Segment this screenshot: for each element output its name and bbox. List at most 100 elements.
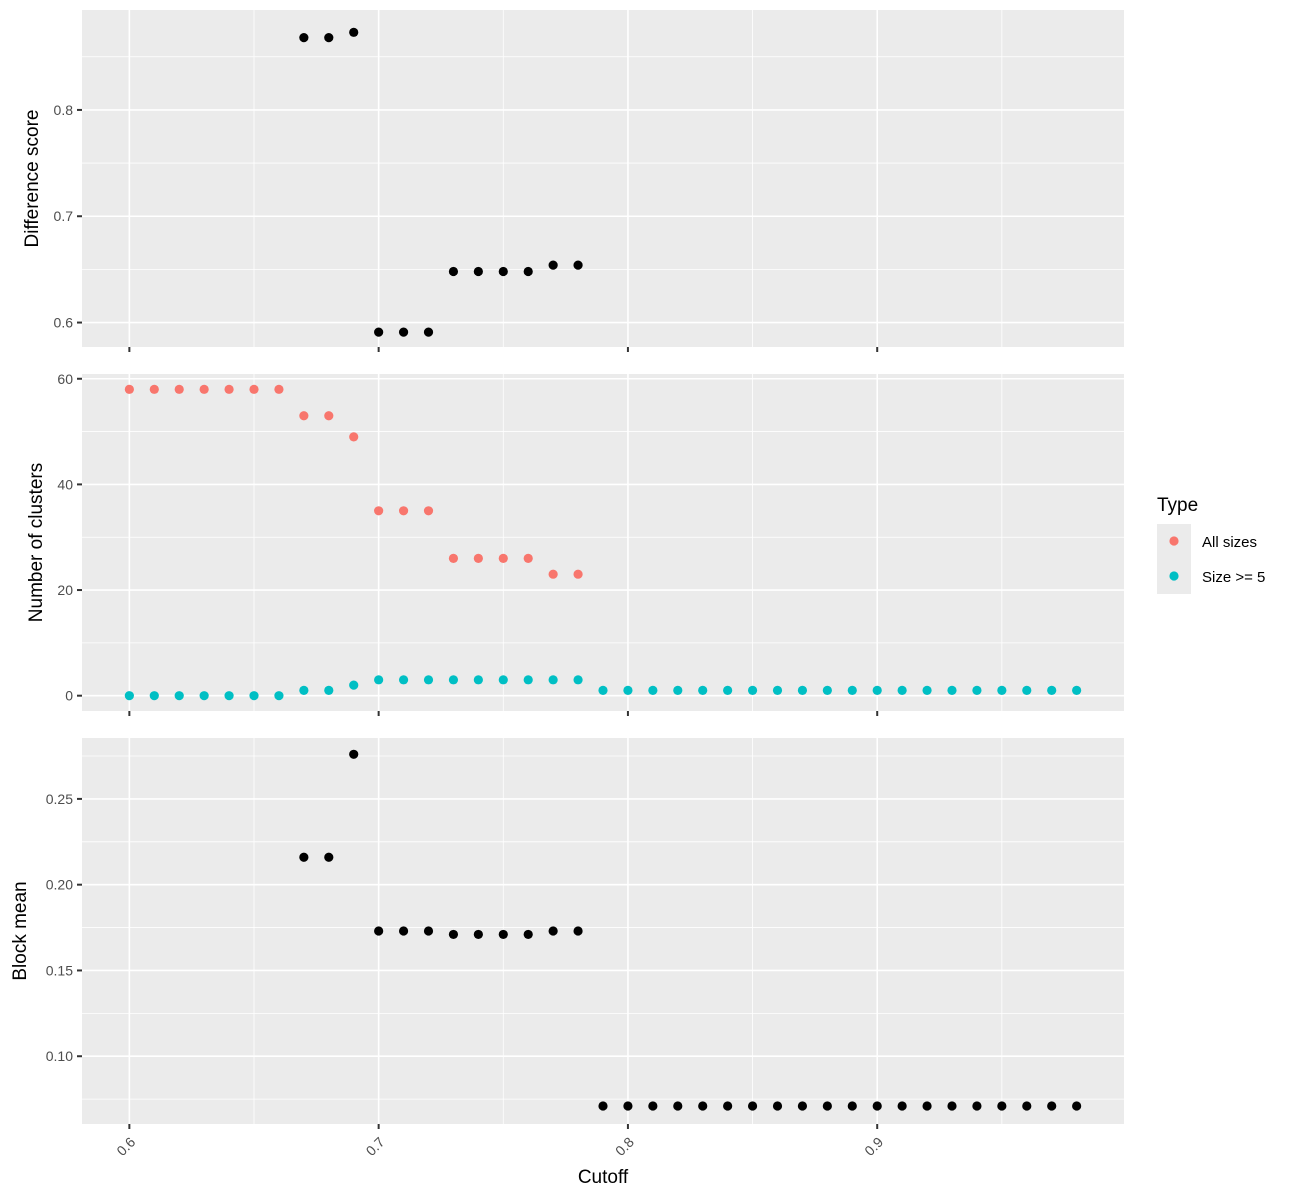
data-point xyxy=(324,685,334,695)
data-point xyxy=(723,685,733,695)
data-point xyxy=(249,691,259,701)
data-point xyxy=(224,691,234,701)
data-point xyxy=(174,691,184,701)
data-point xyxy=(772,685,783,695)
y-tick-label: 60 xyxy=(57,371,73,387)
data-point xyxy=(349,432,359,442)
data-point xyxy=(573,675,583,685)
data-point xyxy=(822,685,832,695)
data-point xyxy=(947,685,957,695)
panel-background xyxy=(82,10,1124,347)
y-tick-label: 0.8 xyxy=(54,102,74,118)
data-point xyxy=(947,1101,957,1111)
data-point xyxy=(648,685,658,695)
data-point xyxy=(897,1101,907,1111)
y-tick-label: 40 xyxy=(57,476,73,492)
data-point xyxy=(822,1101,832,1111)
data-point xyxy=(922,1101,932,1111)
data-point xyxy=(872,1101,882,1111)
data-point xyxy=(922,685,932,695)
data-point xyxy=(448,675,459,685)
data-point xyxy=(498,553,508,563)
legend-label-size-5: Size >= 5 xyxy=(1202,569,1265,586)
data-point xyxy=(548,926,558,936)
data-point xyxy=(972,685,982,695)
data-point xyxy=(299,33,309,43)
data-point xyxy=(698,685,708,695)
data-point xyxy=(473,553,483,563)
chart-panels: 0.6 0.7 0.8 Difference score 0 20 40 60 Number o… xyxy=(10,10,1124,1188)
data-point xyxy=(1072,1101,1082,1111)
data-point xyxy=(423,327,434,337)
y-axis-title: Difference score xyxy=(22,110,43,248)
y-tick-label: 0.10 xyxy=(46,1048,73,1064)
data-point xyxy=(124,691,134,701)
data-point xyxy=(224,384,234,394)
data-point xyxy=(623,685,633,695)
data-point xyxy=(199,691,209,701)
top-panel: 0.6 0.7 0.8 Difference score xyxy=(22,10,1124,352)
data-point xyxy=(249,384,259,394)
data-point xyxy=(398,926,409,936)
x-tick-label: 0.7 xyxy=(363,1134,388,1159)
data-point xyxy=(548,260,558,270)
data-point xyxy=(423,506,434,516)
data-point xyxy=(448,929,459,940)
data-point xyxy=(1047,1101,1057,1111)
data-point xyxy=(872,685,882,695)
data-point xyxy=(374,327,384,337)
data-point xyxy=(1047,685,1057,695)
data-point xyxy=(997,1101,1007,1111)
data-point xyxy=(598,1101,608,1111)
data-point xyxy=(723,1101,733,1111)
data-point xyxy=(374,926,384,936)
data-point xyxy=(648,1101,658,1111)
series xyxy=(299,27,583,337)
data-point xyxy=(1072,685,1082,695)
data-point xyxy=(149,691,159,701)
data-point xyxy=(797,1101,808,1111)
data-point xyxy=(747,1101,758,1111)
data-point xyxy=(523,553,533,563)
data-point xyxy=(274,691,284,701)
data-point xyxy=(174,384,184,394)
x-axis-title: Cutoff xyxy=(578,1167,629,1188)
data-point xyxy=(349,27,359,37)
data-point xyxy=(448,553,459,563)
data-point xyxy=(1022,685,1032,695)
y-tick-label: 0 xyxy=(65,688,73,704)
y-axis-title: Block mean xyxy=(10,881,31,980)
data-point xyxy=(124,384,134,394)
legend-key-size-5 xyxy=(1169,571,1179,581)
data-point xyxy=(473,675,483,685)
data-point xyxy=(324,411,334,421)
data-point xyxy=(747,685,758,695)
data-point xyxy=(398,675,409,685)
data-point xyxy=(997,685,1007,695)
panel-background xyxy=(82,738,1124,1124)
data-point xyxy=(149,384,159,394)
data-point xyxy=(523,266,533,277)
data-point xyxy=(972,1101,982,1111)
data-point xyxy=(349,680,359,690)
data-point xyxy=(299,852,309,862)
bottom-panel: 0.10 0.15 0.20 0.25 0.6 0.7 0.8 0.9 Block mean Cu… xyxy=(10,738,1124,1188)
series-size-5 xyxy=(124,675,1082,701)
legend-title: Type xyxy=(1157,495,1198,516)
data-point xyxy=(623,1101,633,1111)
y-tick-label: 0.25 xyxy=(46,791,73,807)
series xyxy=(299,749,1082,1111)
data-point xyxy=(448,266,459,277)
y-tick-label: 0.6 xyxy=(54,315,74,331)
legend-keys-background xyxy=(1157,524,1191,594)
data-point xyxy=(573,569,583,579)
data-point xyxy=(1022,1101,1032,1111)
data-point xyxy=(199,384,209,394)
legend-label-all-sizes: All sizes xyxy=(1202,534,1257,551)
data-point xyxy=(349,749,359,759)
data-point xyxy=(548,675,558,685)
x-tick-label: 0.6 xyxy=(113,1134,138,1159)
data-point xyxy=(423,926,434,936)
data-point xyxy=(498,266,508,277)
